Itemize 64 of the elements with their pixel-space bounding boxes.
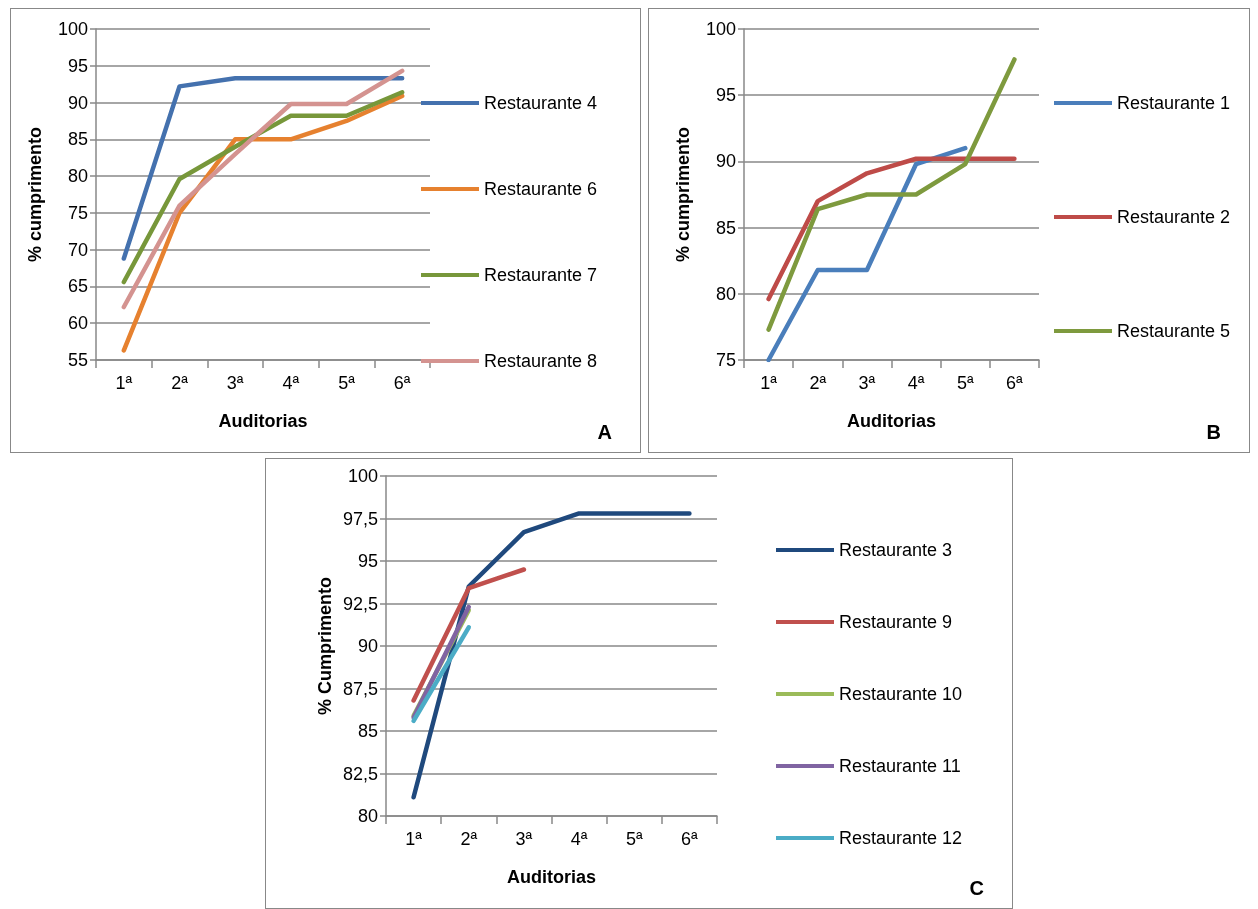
- x-tick-label: 5ª: [338, 373, 356, 393]
- text: B: [1206, 421, 1222, 443]
- x-axis-title: Auditorias: [506, 867, 597, 887]
- y-tick-label: 60: [67, 313, 88, 334]
- legend-label: Restaurante 11: [839, 756, 961, 776]
- y-tick-label: 97,5: [342, 508, 378, 529]
- legend-label: Restaurante 7: [484, 265, 598, 285]
- x-tick-label: 1ª: [405, 829, 423, 849]
- y-tick-label: 80: [67, 166, 88, 187]
- x-tick-label: 3ª: [515, 829, 533, 849]
- x-tick-label: 3ª: [226, 373, 244, 393]
- text: C: [969, 877, 985, 899]
- y-tick-label: 85: [67, 129, 88, 150]
- x-axis-title: Auditorias: [846, 411, 937, 431]
- y-tick-label: 95: [715, 85, 736, 106]
- y-tick-label: 90: [715, 151, 736, 172]
- y-tick-label: 70: [67, 239, 88, 260]
- y-axis-title: % Cumprimento: [315, 576, 335, 716]
- y-tick-label: 100: [347, 466, 378, 486]
- x-tick-label: 2ª: [171, 373, 189, 393]
- x-axis-title: Auditorias: [218, 411, 308, 431]
- x-tick-label: 4ª: [907, 373, 925, 393]
- x-tick-label: 2ª: [460, 829, 478, 849]
- legend-label: Restaurante 12: [839, 828, 963, 848]
- y-tick-label: 85: [357, 721, 378, 741]
- legend-label: Restaurante 3: [839, 540, 953, 560]
- x-tick-label: 5ª: [625, 829, 643, 849]
- legend-label: Restaurante 10: [839, 684, 963, 704]
- y-tick-label: 80: [357, 806, 378, 826]
- y-tick-label: 95: [357, 551, 378, 571]
- x-tick-label: 2ª: [809, 373, 827, 393]
- x-tick-label: 4ª: [570, 829, 588, 849]
- x-tick-label: 3ª: [858, 373, 876, 393]
- y-tick-label: 82,5: [342, 763, 378, 784]
- x-tick-label: 6ª: [1006, 373, 1024, 393]
- y-tick-label: 90: [67, 92, 88, 113]
- y-tick-label: 100: [705, 19, 736, 39]
- x-tick-label: 6ª: [393, 373, 411, 393]
- legend-label: Restaurante 8: [484, 351, 598, 371]
- y-tick-label: 75: [715, 350, 736, 370]
- legend-label: Restaurante 5: [1117, 321, 1231, 341]
- x-tick-label: 5ª: [956, 373, 974, 393]
- legend-label: Restaurante 6: [484, 179, 598, 199]
- y-tick-label: 100: [57, 19, 88, 39]
- x-tick-label: 4ª: [282, 373, 300, 393]
- y-axis-title: % cumprimento: [25, 126, 45, 263]
- y-axis-title: % cumprimento: [673, 126, 693, 263]
- y-tick-label: 85: [715, 217, 736, 238]
- y-tick-label: 90: [357, 636, 378, 656]
- text: A: [597, 421, 613, 443]
- y-tick-label: 92,5: [342, 593, 378, 614]
- x-tick-label: 1ª: [115, 373, 133, 393]
- y-tick-label: 75: [67, 202, 88, 223]
- y-tick-label: 80: [715, 283, 736, 304]
- y-tick-label: 55: [67, 350, 88, 370]
- legend-label: Restaurante 1: [1117, 93, 1231, 113]
- legend-label: Restaurante 9: [839, 612, 953, 632]
- legend-label: Restaurante 2: [1117, 207, 1231, 227]
- y-tick-label: 95: [67, 55, 88, 76]
- legend-label: Restaurante 4: [484, 93, 598, 113]
- x-tick-label: 1ª: [760, 373, 778, 393]
- y-tick-label: 87,5: [342, 678, 378, 699]
- x-tick-label: 6ª: [681, 829, 699, 849]
- y-tick-label: 65: [67, 276, 88, 297]
